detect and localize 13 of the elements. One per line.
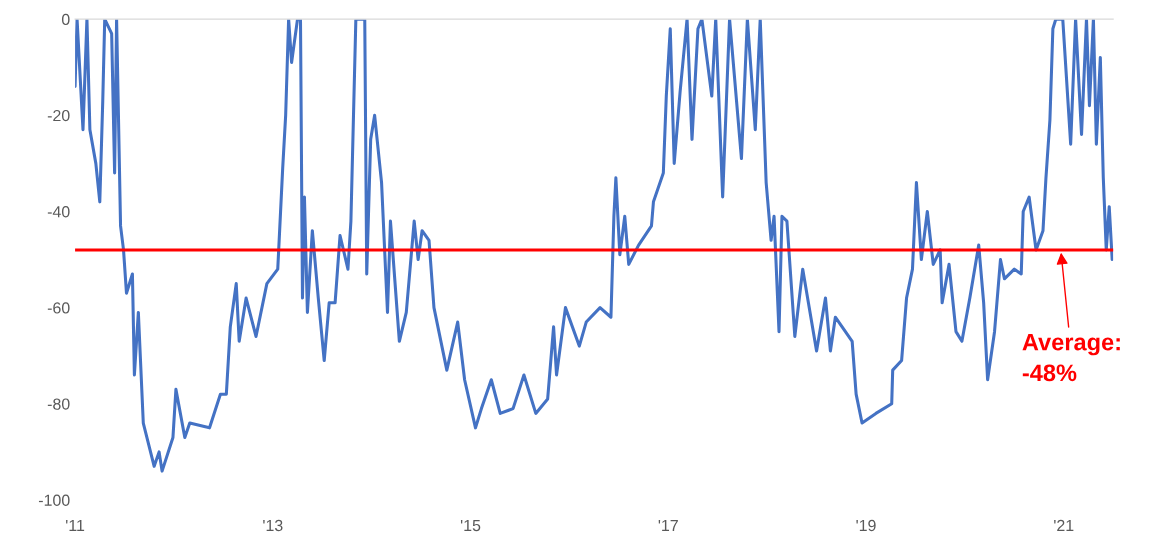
x-tick-label: '11 bbox=[66, 519, 85, 531]
y-tick-label: 0 bbox=[61, 13, 70, 26]
x-tick-label: '17 bbox=[658, 519, 678, 531]
x-tick-label: '15 bbox=[460, 519, 481, 532]
x-tick-label: '21 bbox=[1054, 519, 1074, 531]
y-tick-label: -20 bbox=[47, 109, 70, 122]
annotation: Average: -48% bbox=[1022, 334, 1120, 382]
y-tick-label: -100 bbox=[38, 494, 70, 506]
y-tick-label: -40 bbox=[47, 206, 70, 218]
y-tick-label: -80 bbox=[47, 398, 70, 410]
y-tick-label: -60 bbox=[47, 302, 70, 314]
x-tick-label: '19 bbox=[856, 519, 876, 532]
x-tick-label: '13 bbox=[263, 519, 283, 532]
